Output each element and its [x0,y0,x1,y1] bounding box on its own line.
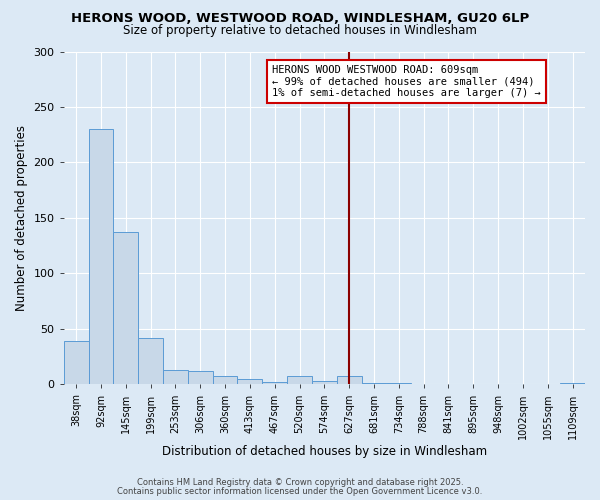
Text: HERONS WOOD, WESTWOOD ROAD, WINDLESHAM, GU20 6LP: HERONS WOOD, WESTWOOD ROAD, WINDLESHAM, … [71,12,529,26]
Bar [64,341,89,384]
Bar [188,371,212,384]
Bar [212,376,238,384]
Text: Contains HM Land Registry data © Crown copyright and database right 2025.: Contains HM Land Registry data © Crown c… [137,478,463,487]
Text: Contains public sector information licensed under the Open Government Licence v3: Contains public sector information licen… [118,487,482,496]
Bar [113,232,138,384]
Y-axis label: Number of detached properties: Number of detached properties [15,125,28,311]
Bar [163,370,188,384]
Bar [312,381,337,384]
Bar [337,376,362,384]
Text: Size of property relative to detached houses in Windlesham: Size of property relative to detached ho… [123,24,477,37]
Bar [89,129,113,384]
Bar [287,376,312,384]
Bar [262,382,287,384]
Bar [138,338,163,384]
Bar [238,379,262,384]
X-axis label: Distribution of detached houses by size in Windlesham: Distribution of detached houses by size … [162,444,487,458]
Text: HERONS WOOD WESTWOOD ROAD: 609sqm
← 99% of detached houses are smaller (494)
1% : HERONS WOOD WESTWOOD ROAD: 609sqm ← 99% … [272,65,541,98]
